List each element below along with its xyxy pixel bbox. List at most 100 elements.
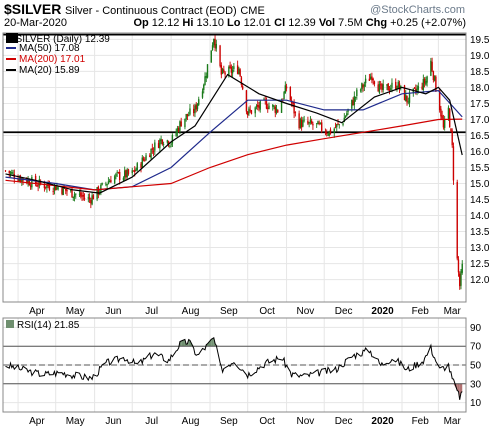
candle-body	[115, 173, 117, 177]
rsi-x-tick-label: Feb	[412, 416, 430, 427]
candle-body	[364, 78, 367, 84]
candle-body	[188, 115, 190, 117]
candle-body	[204, 76, 206, 86]
legend-price: $SILVER (Daily) 12.39	[10, 34, 110, 45]
candle-body	[373, 81, 376, 85]
candle-body	[71, 188, 73, 198]
price-x-tick-label: Apr	[29, 306, 45, 317]
candle-body	[220, 65, 223, 75]
rsi-series-line	[5, 337, 463, 400]
candle-body	[81, 195, 83, 197]
candle-body	[78, 193, 81, 195]
price-x-tick-label: Oct	[259, 306, 275, 317]
candle-body	[215, 43, 218, 49]
watermark: @StockCharts.com	[370, 4, 465, 16]
candle-body	[118, 171, 121, 181]
candle-body	[162, 144, 165, 145]
candle-body	[92, 195, 95, 200]
candle-body	[336, 124, 338, 128]
candle-body	[405, 94, 407, 101]
candle-body	[248, 108, 250, 114]
candle-body	[44, 186, 47, 188]
legend-ma20: MA(20) 15.89	[19, 65, 80, 76]
candle-body	[284, 85, 287, 94]
rsi-reference-lines	[3, 345, 466, 385]
rsi-grid	[3, 318, 466, 412]
candle-body	[135, 169, 137, 171]
candle-body	[321, 122, 323, 131]
candle-body	[223, 69, 225, 72]
candle-body	[184, 118, 186, 128]
candle-body	[169, 145, 171, 147]
candle-body	[151, 148, 154, 150]
candle-body	[303, 119, 305, 121]
candle-body	[280, 101, 283, 113]
price-x-tick-label: Feb	[412, 306, 430, 317]
candle-body	[206, 64, 209, 78]
candle-body	[443, 119, 446, 128]
candle-body	[175, 132, 177, 136]
candle-body	[334, 127, 337, 128]
candle-body	[381, 84, 383, 90]
candle-body	[246, 111, 249, 115]
candle-body	[391, 82, 393, 88]
chart-title: $SILVER Silver - Continuous Contract (EO…	[4, 1, 265, 17]
rsi-x-tick-label: Nov	[296, 416, 314, 427]
candle-body	[233, 66, 235, 70]
candle-body	[289, 87, 292, 100]
candle-body	[224, 72, 226, 75]
close-value: 12.39	[288, 17, 316, 29]
rsi-x-tick-label: May	[66, 416, 85, 427]
candle-body	[193, 108, 195, 114]
moving-averages	[5, 73, 463, 194]
high-label: Hi	[182, 17, 194, 29]
candle-body	[377, 84, 379, 92]
candle-body	[452, 146, 455, 181]
candle-body	[161, 139, 164, 145]
candle-body	[210, 50, 212, 63]
price-x-axis: Apr May Jun Jul Aug Sep Oct Nov Dec 2020 Feb Mar	[29, 306, 461, 317]
price-y-tick-label: 15.0	[470, 179, 490, 190]
candle-body	[274, 106, 276, 113]
candle-body	[83, 197, 86, 199]
candle-body	[198, 99, 200, 105]
candle-body	[131, 170, 133, 174]
price-x-tick-label: Sep	[220, 306, 238, 317]
candle-body	[213, 38, 215, 46]
candle-body	[116, 171, 118, 173]
candle-body	[293, 102, 295, 114]
candle-body	[307, 120, 309, 124]
candle-body	[236, 65, 239, 74]
candle-body	[433, 75, 436, 81]
candle-body	[80, 192, 82, 197]
candle-body	[273, 106, 275, 107]
rsi-x-tick-label: Mar	[444, 416, 462, 427]
candle-body	[107, 181, 110, 184]
candle-body	[106, 184, 108, 186]
candle-body	[423, 78, 426, 84]
candle-body	[91, 195, 93, 205]
candle-body	[326, 132, 328, 134]
candle-body	[369, 76, 372, 80]
candle-body	[141, 157, 143, 168]
candle-body	[426, 76, 428, 83]
candle-body	[57, 187, 59, 189]
rsi-x-tick-label: 2020	[371, 416, 394, 427]
candle-body	[53, 184, 56, 191]
candle-body	[400, 85, 402, 89]
candle-body	[302, 120, 304, 127]
rsi-y-tick-label: 90	[470, 323, 482, 334]
candle-body	[386, 84, 388, 86]
rsi-y-axis: 10 30 50 70 90	[470, 323, 482, 409]
candle-body	[221, 68, 224, 74]
candle-body	[265, 101, 268, 109]
candle-body	[432, 71, 435, 81]
candle-body	[127, 169, 130, 174]
price-x-tick-label: May	[66, 306, 85, 317]
candle-body	[448, 108, 451, 128]
candle-body	[240, 77, 243, 85]
legend: $SILVER (Daily) 12.39 MA(50) 17.08 MA(20…	[6, 33, 110, 76]
candle-body	[451, 130, 453, 146]
candle-body	[88, 197, 91, 200]
